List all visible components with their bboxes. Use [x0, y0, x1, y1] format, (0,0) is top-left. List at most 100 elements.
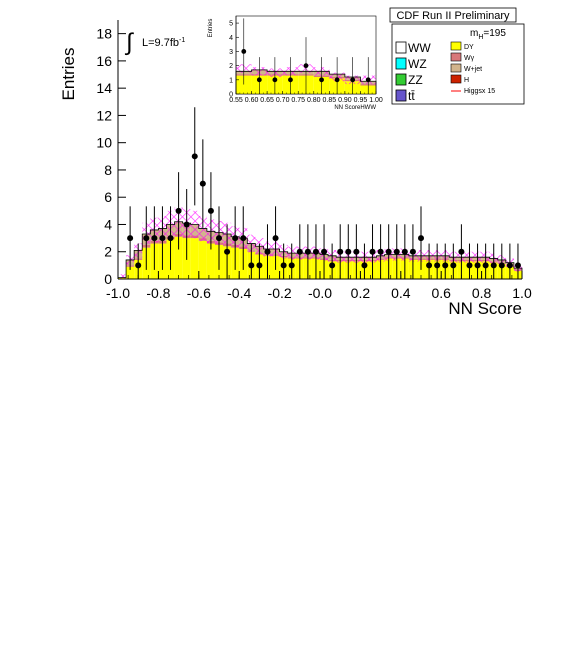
legend-swatch-1	[395, 57, 407, 70]
legend-label-1: WZ	[408, 57, 427, 71]
title-box	[389, 7, 517, 23]
mass-value: =195	[483, 28, 506, 39]
inset-y-tick-label-1: 1	[229, 77, 233, 84]
main-y-tick-label-9: 18	[96, 26, 112, 42]
main-data-point-6	[175, 207, 182, 214]
main-data-point-1	[135, 262, 142, 269]
legend-swatch-5	[450, 52, 462, 62]
main-y-tick-label-6: 12	[96, 107, 112, 123]
main-x-tick-label-10: 1.0	[512, 285, 532, 301]
main-data-point-4	[159, 235, 166, 242]
main-y-tick-label-5: 10	[96, 135, 112, 151]
luminosity-text: L=9.7fb	[142, 37, 179, 49]
inset-x-tick-label-3: 0.70	[276, 97, 290, 104]
inset-y-tick-label-0: 0	[229, 92, 233, 99]
main-data-points	[127, 107, 521, 279]
inset-data-point-3	[288, 77, 293, 83]
main-data-point-48	[514, 262, 521, 269]
legend-label-3: tt̄	[408, 89, 415, 103]
legend-label-2: ZZ	[408, 73, 423, 87]
main-data-point-8	[191, 153, 198, 160]
legend-swatch-4	[450, 41, 462, 51]
main-total-outline-line	[117, 221, 523, 279]
legend-label-5: Wγ	[464, 55, 475, 62]
main-data-point-29	[361, 262, 368, 269]
legend-swatch-2	[395, 73, 407, 86]
inset-x-tick-label-1: 0.60	[245, 97, 259, 104]
main-y-tick-label-4: 8	[104, 162, 112, 178]
main-band-0	[118, 274, 127, 279]
inset-y-axis-title: Entries	[208, 19, 214, 38]
main-y-tick-label-7: 14	[96, 80, 112, 96]
mass-subscript: H	[478, 34, 483, 41]
inset-data-point-6	[334, 77, 340, 83]
inset-data-point-8	[365, 77, 371, 83]
main-data-point-31	[377, 248, 384, 255]
inset-y-tick-label-2: 2	[229, 63, 233, 70]
main-total-outline	[117, 221, 523, 279]
inset-x-tick-label-4: 0.75	[291, 97, 305, 104]
legend-swatch-6	[450, 63, 462, 73]
main-data-point-22	[304, 248, 311, 255]
main-data-point-21	[296, 248, 303, 255]
main-data-point-34	[401, 248, 408, 255]
main-data-point-46	[498, 262, 505, 269]
main-data-point-12	[224, 248, 231, 255]
main-x-tick-label-4: -0.2	[268, 285, 292, 301]
main-data-point-7	[183, 221, 190, 228]
main-data-point-32	[385, 248, 392, 255]
main-y-tick-label-8: 16	[96, 53, 112, 69]
main-data-point-40	[450, 262, 457, 269]
main-data-point-23	[312, 248, 319, 255]
main-y-axis-title: Entries	[59, 48, 78, 101]
main-data-point-33	[393, 248, 400, 255]
main-y-tick-label-3: 6	[104, 189, 112, 205]
main-data-point-27	[345, 248, 352, 255]
inset-y-tick-labels: 0 1 2 3 4 5	[229, 21, 233, 99]
main-data-point-26	[337, 248, 344, 255]
inset-x-tick-label-8: 0.95	[354, 97, 368, 104]
inset-bar-DY-0	[236, 75, 252, 94]
main-bar-DY-7	[174, 236, 183, 279]
main-y-tick-labels: 0 2 4 6 8 10 12 14 16 18	[96, 26, 112, 287]
inset-x-tick-label-2: 0.65	[260, 97, 274, 104]
inset-x-tick-label-9: 1.00	[369, 97, 383, 104]
inset-y-tick-label-4: 4	[229, 35, 233, 42]
main-data-point-24	[321, 248, 328, 255]
inset-x-tick-label-5: 0.80	[307, 97, 321, 104]
inset-y-tick-label-5: 5	[229, 21, 233, 28]
main-x-tick-label-9: 0.8	[472, 285, 492, 301]
legend-label-4: DY	[464, 44, 474, 51]
main-data-point-38	[434, 262, 441, 269]
main-y-tick-label-2: 4	[104, 216, 112, 232]
main-data-point-13	[232, 235, 239, 242]
legend-swatch-7	[450, 74, 462, 84]
main-data-point-3	[151, 235, 158, 242]
main-data-point-44	[482, 262, 489, 269]
main-data-point-17	[264, 248, 271, 255]
main-x-tick-labels: -1.0 -0.8 -0.6 -0.4 -0.2 -0.0 0.2 0.4 0.6 0.8 1.0	[106, 285, 532, 301]
main-x-tick-label-6: 0.2	[351, 285, 371, 301]
main-data-point-11	[216, 235, 222, 242]
main-data-point-43	[474, 262, 481, 269]
main-data-point-10	[207, 207, 214, 214]
main-data-point-47	[506, 262, 513, 269]
inset-x-tick-label-7: 0.90	[338, 97, 352, 104]
main-data-point-41	[458, 248, 465, 255]
main-x-tick-label-7: 0.4	[391, 285, 411, 301]
main-data-point-18	[272, 235, 279, 242]
inset-total-outline	[235, 69, 377, 94]
main-data-point-36	[418, 235, 424, 242]
main-data-point-25	[329, 262, 336, 269]
inset-data-point-5	[319, 77, 324, 83]
integral-symbol: ∫	[124, 29, 134, 56]
legend-label-0: WW	[408, 41, 431, 55]
main-x-tick-label-8: 0.6	[431, 285, 451, 301]
main-bar-DY-1	[126, 266, 135, 279]
inset-data-point-2	[272, 77, 278, 83]
main-x-tick-label-1: -0.8	[146, 285, 170, 301]
inset-data-point-7	[350, 77, 356, 83]
svg-text:mH=195: mH=195	[470, 28, 506, 41]
